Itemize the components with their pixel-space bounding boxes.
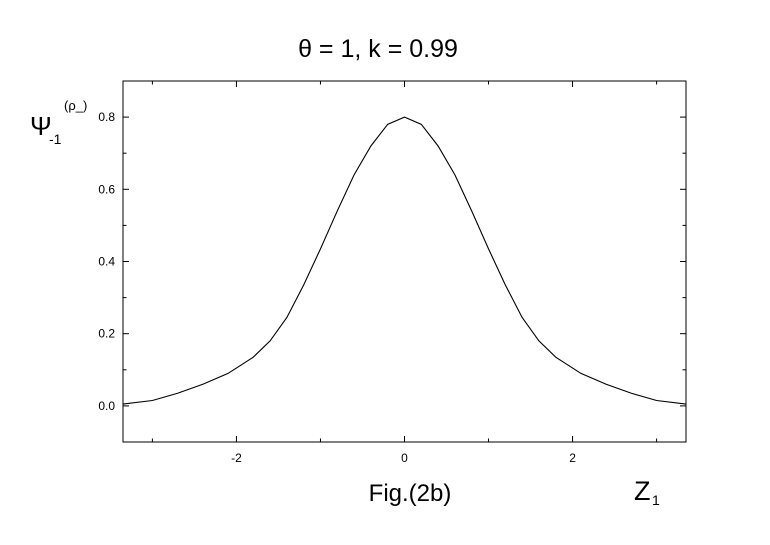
y-tick-label: 0.6 (98, 182, 115, 196)
y-axis-label-sup: (ρ_) (64, 98, 87, 113)
figure-caption: Fig.(2b) (369, 480, 452, 507)
chart-title: θ = 1, k = 0.99 (298, 35, 458, 63)
axis-tick-labels: -2 0 2 0.0 0.2 0.4 0.6 0.8 (98, 110, 576, 465)
plot-frame (122, 80, 687, 443)
y-tick-label: 0.8 (98, 110, 115, 124)
x-tick-label: 2 (569, 451, 576, 465)
y-axis-label-main: Ψ (30, 111, 52, 141)
x-axis-label: Z 1 (634, 476, 660, 508)
y-axis-label-sub: -1 (49, 131, 62, 147)
x-tick-label: -2 (231, 451, 242, 465)
y-tick-label: 0.2 (98, 327, 115, 341)
y-tick-label: 0.0 (98, 399, 115, 413)
x-axis-label-main: Z (634, 476, 651, 506)
y-axis-label: Ψ -1 (ρ_) (30, 98, 87, 147)
axis-ticks (123, 80, 686, 443)
x-axis-label-sub: 1 (652, 492, 660, 508)
series-line (122, 116, 687, 405)
y-tick-label: 0.4 (98, 255, 115, 269)
x-tick-label: 0 (401, 451, 408, 465)
